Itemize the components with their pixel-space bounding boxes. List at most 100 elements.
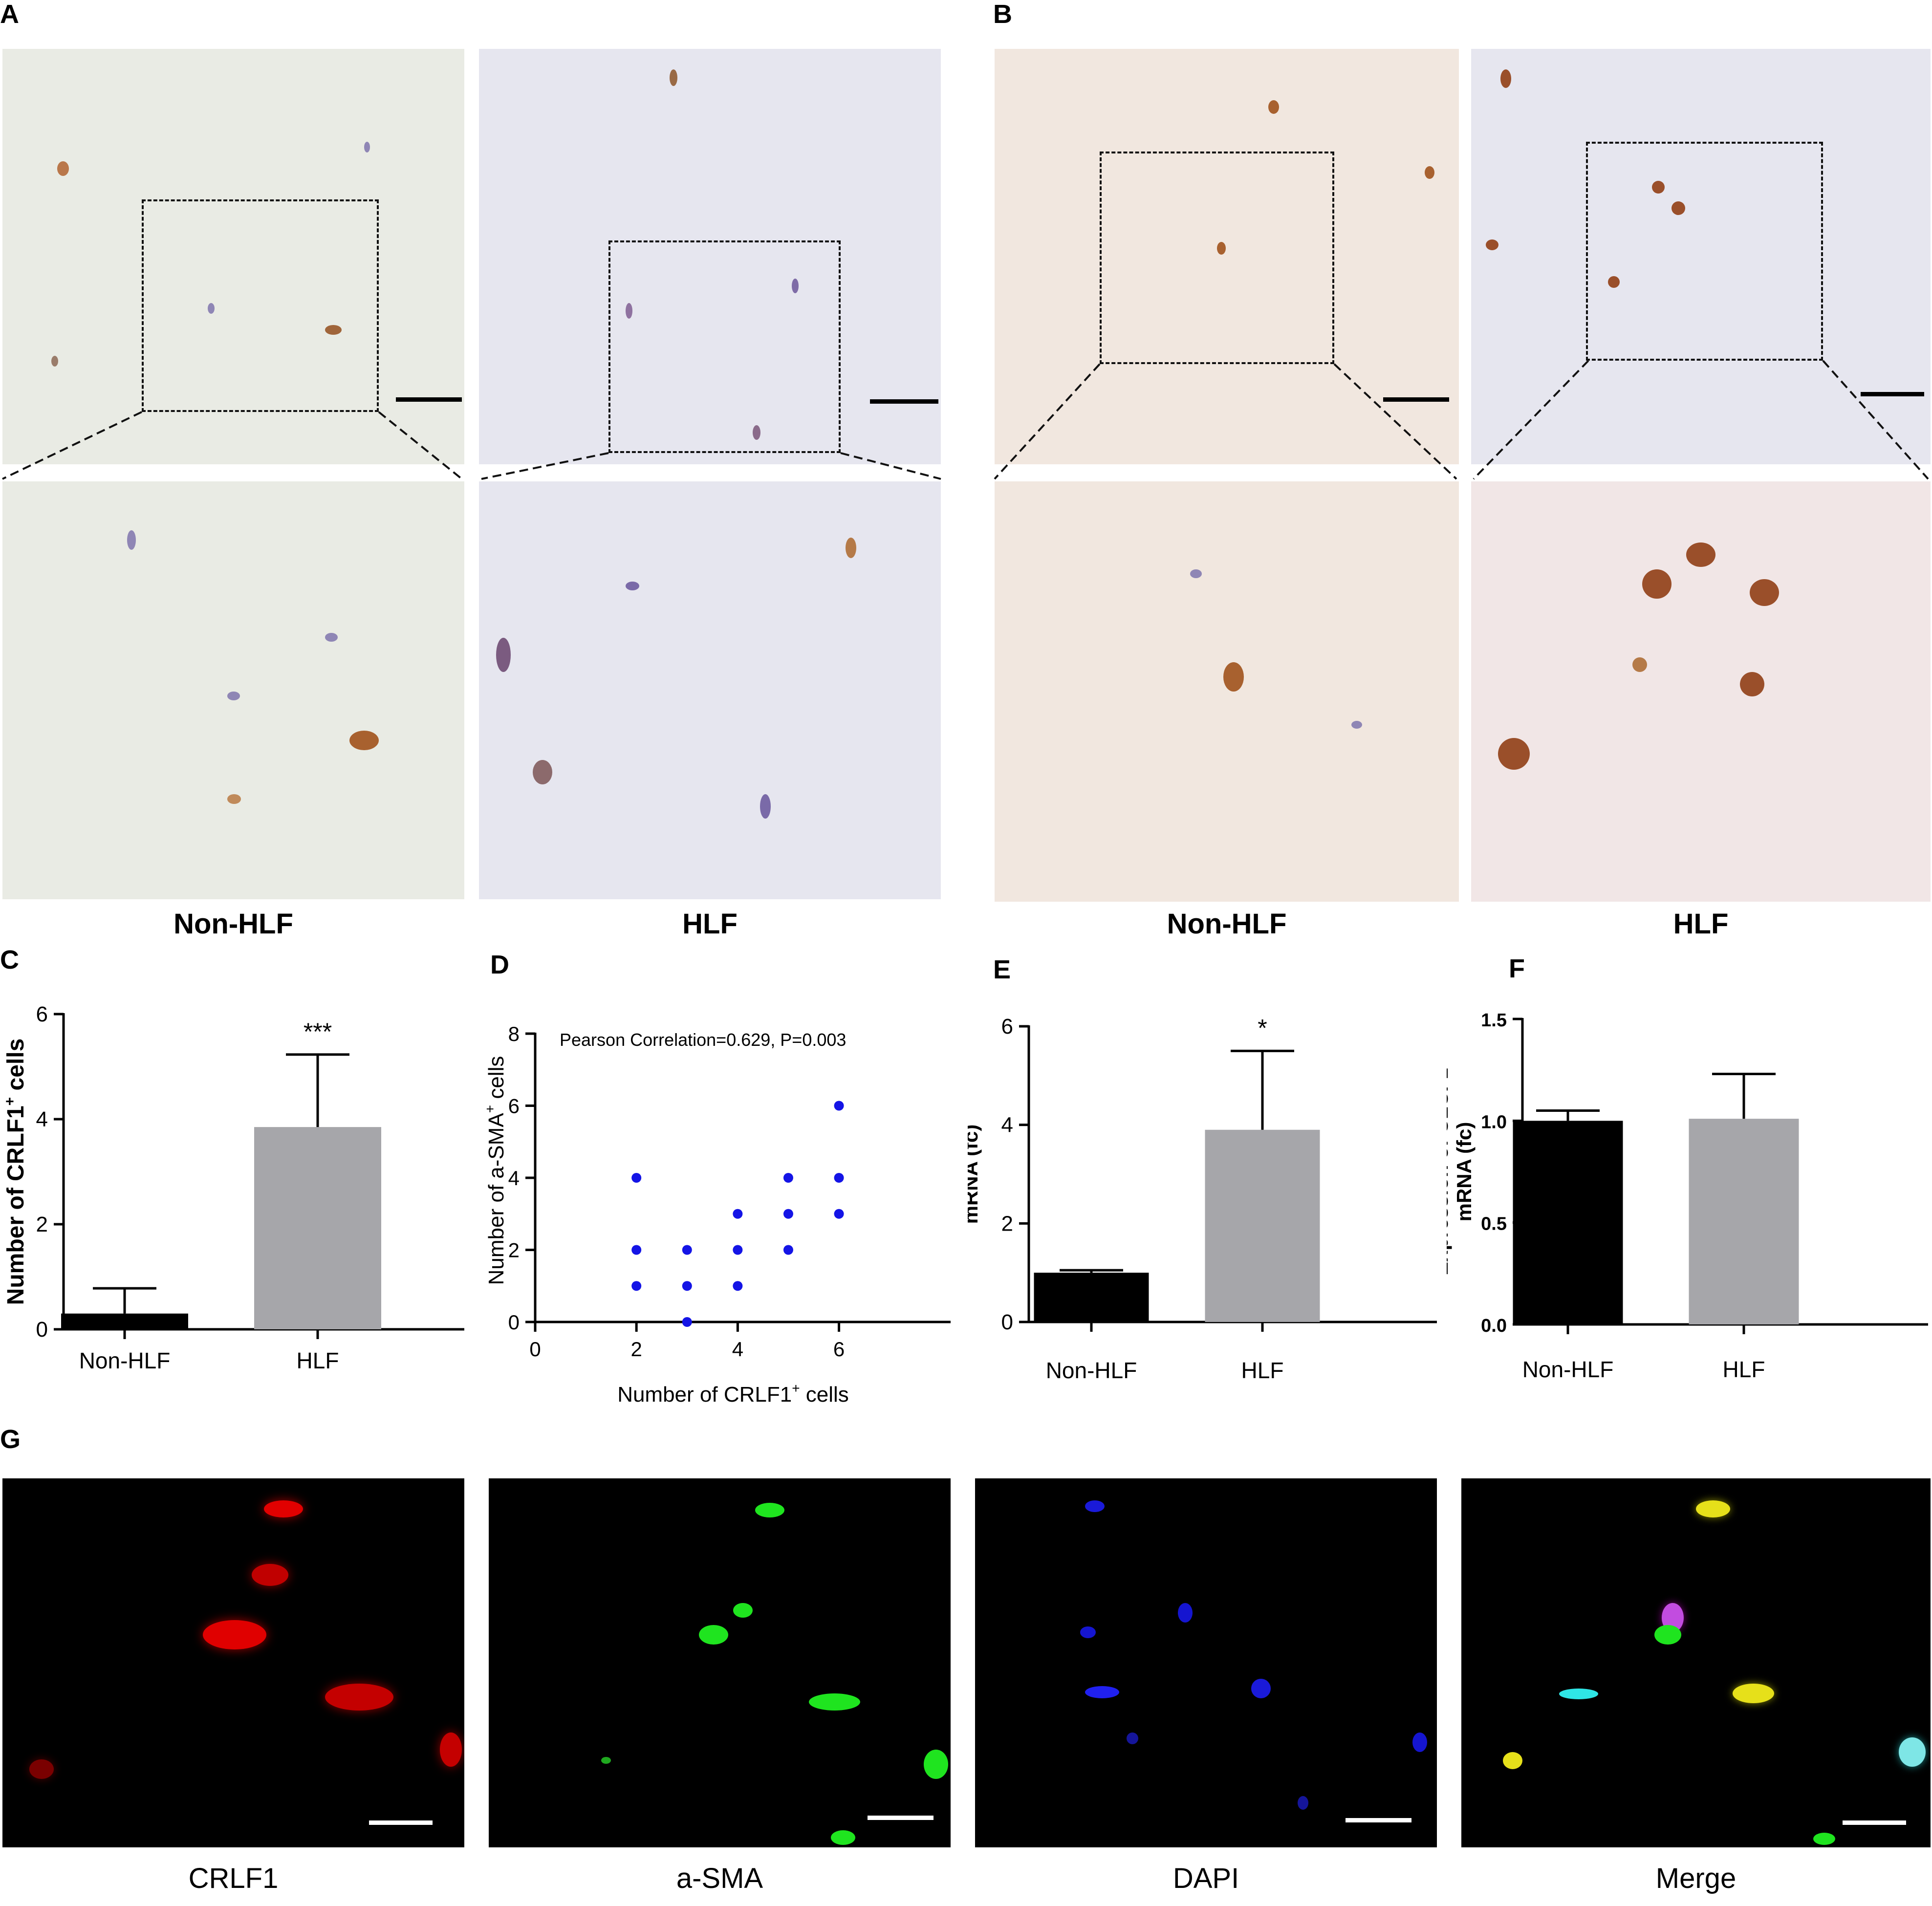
stained-cell (670, 69, 677, 86)
x-tick-label: Non-HLF (1522, 1357, 1614, 1382)
scatter-point (783, 1173, 793, 1183)
y-tick-label: 2 (1001, 1212, 1013, 1235)
stained-cell (1608, 276, 1620, 288)
scale-bar (1843, 1820, 1906, 1825)
significance-label: *** (304, 1018, 332, 1045)
stained-cell (1559, 1689, 1598, 1699)
panel-letter-e: E (993, 955, 1011, 984)
y-tick-label: 1.5 (1481, 1010, 1507, 1031)
bar-non-hlf (1513, 1121, 1623, 1324)
scatter-point (783, 1209, 793, 1219)
y-tick-label: 2 (36, 1213, 48, 1236)
stained-cell (1500, 69, 1511, 88)
nucleus (626, 582, 639, 590)
stained-cell (349, 731, 379, 750)
ihc-image-a-nonhlf-zoom (2, 481, 464, 899)
scatter-point (834, 1209, 844, 1219)
image-label-crlf1: CRLF1 (188, 1863, 279, 1894)
stained-cell (1642, 569, 1672, 599)
nucleus (1298, 1796, 1308, 1810)
nucleus (1178, 1603, 1193, 1623)
fluorescence-image-a-sma (489, 1478, 951, 1847)
nucleus (1085, 1500, 1105, 1512)
x-tick-label: HLF (1241, 1358, 1284, 1383)
nucleus (127, 530, 136, 550)
scatter-point (733, 1245, 743, 1255)
y-tick-label: 0 (508, 1311, 520, 1334)
y-tick-label: 6 (508, 1095, 520, 1118)
x-axis-label-tail: cells (800, 1383, 849, 1407)
chart-d: 0 2 4 6 8 0 2 4 6 Pearson Correlation=0.629, P=0.… (482, 1022, 951, 1407)
scatter-point (631, 1173, 642, 1183)
x-tick-label: HLF (1723, 1357, 1765, 1382)
nucleus (1412, 1733, 1427, 1752)
y-axis-label-line: mRNA (fc) (1453, 1122, 1476, 1222)
y-axis-label: Number of a-SMA+ cells (482, 1056, 508, 1285)
y-tick-label: 2 (508, 1239, 520, 1262)
image-label-dapi: DAPI (1172, 1863, 1239, 1894)
x-tick-label: Non-HLF (1046, 1358, 1137, 1383)
x-tick-label: 2 (631, 1338, 642, 1361)
significance-label: * (1258, 1014, 1267, 1041)
zoom-guide-lines-a (2, 411, 941, 480)
chart-c: 0 2 4 6 Non-HLF HLF *** Number of CRLF1+ cells (2, 1002, 464, 1373)
stained-cell (924, 1750, 948, 1779)
stained-cell (227, 794, 241, 804)
nucleus (1080, 1626, 1096, 1638)
stained-cell (1486, 239, 1498, 250)
y-axis-label-line: mRNA (fc) (968, 1125, 982, 1224)
stained-cell (496, 638, 511, 672)
zoom-region-box (608, 240, 841, 453)
nucleus (364, 142, 370, 152)
stained-cell (29, 1759, 54, 1779)
stained-cell (325, 325, 342, 335)
stained-cell (1268, 100, 1279, 114)
scatter-point (783, 1245, 793, 1255)
x-axis-label-sup: + (792, 1381, 800, 1396)
y-axis-label-tail: cells (484, 1056, 508, 1105)
y-tick-label: 1.0 (1481, 1112, 1507, 1132)
correlation-annotation: Pearson Correlation=0.629, P=0.003 (560, 1030, 846, 1050)
x-tick-label: HLF (297, 1348, 339, 1373)
nucleus (227, 692, 240, 700)
panel-letter-a: A (0, 0, 19, 29)
scatter-point (733, 1209, 743, 1219)
bar-hlf (1689, 1119, 1799, 1324)
stained-cell (626, 303, 632, 319)
x-tick-label: 0 (529, 1338, 541, 1361)
chart-f: 0.0 0.5 1.0 1.5 Non-HLF HLF Expression of CLCF… (1447, 1010, 1928, 1382)
stained-cell (1632, 657, 1647, 672)
panel-letter-g: G (0, 1425, 21, 1454)
bar-hlf (1205, 1129, 1320, 1322)
nucleus (1085, 1686, 1119, 1698)
stained-cell (51, 356, 58, 367)
nucleus (760, 794, 771, 819)
stained-cell (1733, 1684, 1774, 1703)
y-tick-label: 4 (1001, 1113, 1013, 1137)
scale-bar (1383, 397, 1449, 402)
ihc-image-a-nonhlf-overview (2, 49, 464, 464)
stained-cell (264, 1500, 303, 1517)
scatter-point (682, 1317, 692, 1327)
stained-cell (203, 1620, 266, 1649)
x-axis-label: Number of CRLF1+ cells (617, 1381, 849, 1407)
scale-bar (369, 1820, 433, 1825)
x-tick-label: 4 (732, 1338, 743, 1361)
panel-letter-b: B (993, 0, 1012, 29)
fluorescence-image-merge (1461, 1478, 1931, 1847)
stained-cell (699, 1625, 728, 1645)
y-tick-label: 6 (36, 1002, 48, 1026)
stained-cell (1223, 662, 1244, 692)
nucleus (1351, 721, 1362, 729)
stained-cell (1652, 181, 1665, 194)
bar-hlf (254, 1127, 381, 1329)
image-label-a-sma: a-SMA (676, 1863, 763, 1894)
scatter-point (834, 1101, 844, 1111)
stained-cell (325, 1684, 393, 1711)
y-axis-label-sup: + (482, 1105, 498, 1113)
stained-cell (1425, 166, 1434, 179)
panel-letter-f: F (1509, 954, 1525, 983)
x-tick-label: Non-HLF (79, 1348, 171, 1373)
zoom-region-box (142, 199, 379, 412)
